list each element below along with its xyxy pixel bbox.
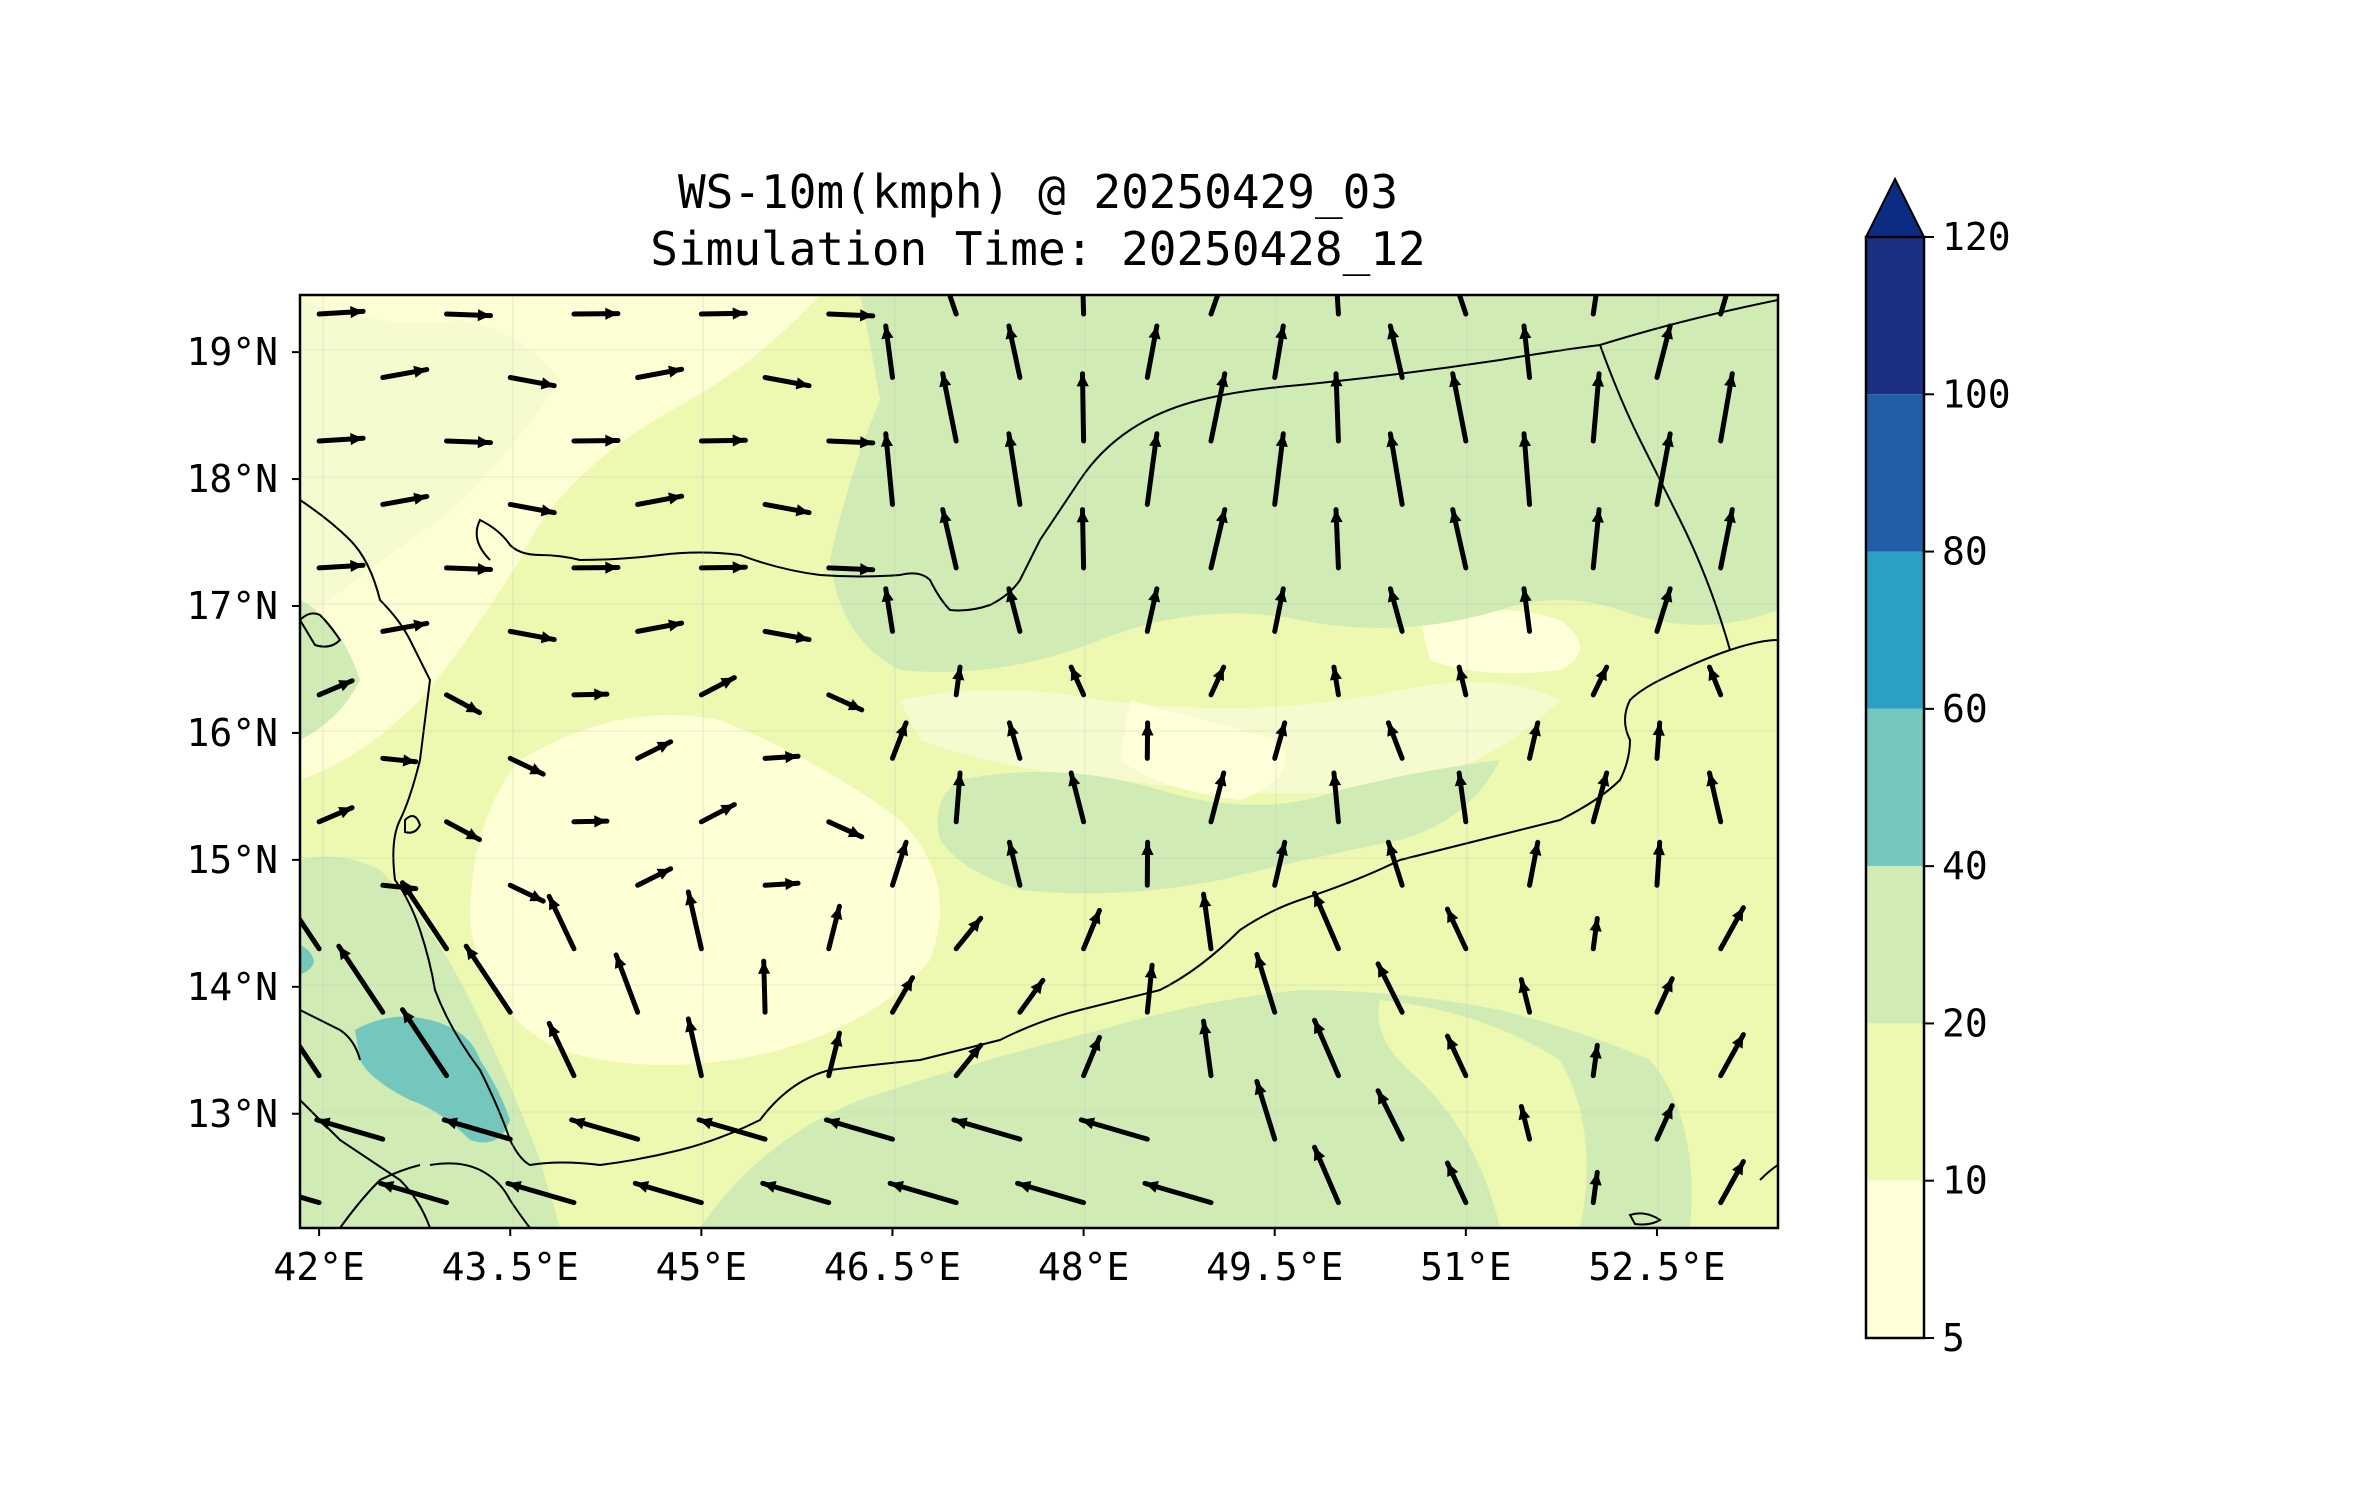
x-tick-label: 45°E <box>656 1245 748 1289</box>
colorbar-segment <box>1866 552 1924 709</box>
x-tick-label: 42°E <box>273 1245 365 1289</box>
colorbar-segment <box>1866 237 1924 394</box>
colorbar-label: 10 <box>1942 1159 1988 1203</box>
y-tick-label: 14°N <box>186 965 278 1009</box>
colorbar-label: 60 <box>1942 687 1988 731</box>
y-tick-label: 15°N <box>186 838 278 882</box>
colorbar-label: 40 <box>1942 844 1988 888</box>
colorbar-label: 80 <box>1942 530 1988 574</box>
y-axis-ticks: 19°N 18°N 17°N 16°N 15°N 14°N 13°N <box>186 330 300 1136</box>
y-tick-label: 13°N <box>186 1092 278 1136</box>
y-tick-label: 17°N <box>186 584 278 628</box>
colorbar-extend-max <box>1866 179 1924 237</box>
colorbar-label: 20 <box>1942 1001 1988 1045</box>
colorbar-label: 100 <box>1942 372 2011 416</box>
colorbar-segment <box>1866 1023 1924 1180</box>
colorbar: 120 100 80 60 40 20 10 5 <box>1866 179 2011 1360</box>
x-tick-label: 48°E <box>1038 1245 1130 1289</box>
colorbar-label: 5 <box>1942 1316 1965 1360</box>
map-panel <box>253 275 1778 1228</box>
y-tick-label: 16°N <box>186 711 278 755</box>
y-tick-label: 19°N <box>186 330 278 374</box>
colorbar-segment <box>1866 394 1924 551</box>
y-tick-label: 18°N <box>186 457 278 501</box>
x-tick-label: 49.5°E <box>1206 1245 1343 1289</box>
title-line-2: Simulation Time: 20250428_12 <box>650 222 1425 276</box>
colorbar-segment <box>1866 866 1924 1023</box>
colorbar-segment <box>1866 709 1924 866</box>
colorbar-label: 120 <box>1942 215 2011 259</box>
colorbar-segment <box>1866 1181 1924 1338</box>
x-tick-label: 52.5°E <box>1588 1245 1725 1289</box>
x-tick-label: 46.5°E <box>824 1245 961 1289</box>
x-axis-ticks: 42°E 43.5°E 45°E 46.5°E 48°E 49.5°E 51°E 52.5°E <box>273 1228 1725 1289</box>
x-tick-label: 43.5°E <box>442 1245 579 1289</box>
x-tick-label: 51°E <box>1420 1245 1512 1289</box>
title-line-1: WS-10m(kmph) @ 20250429_03 <box>678 165 1398 219</box>
